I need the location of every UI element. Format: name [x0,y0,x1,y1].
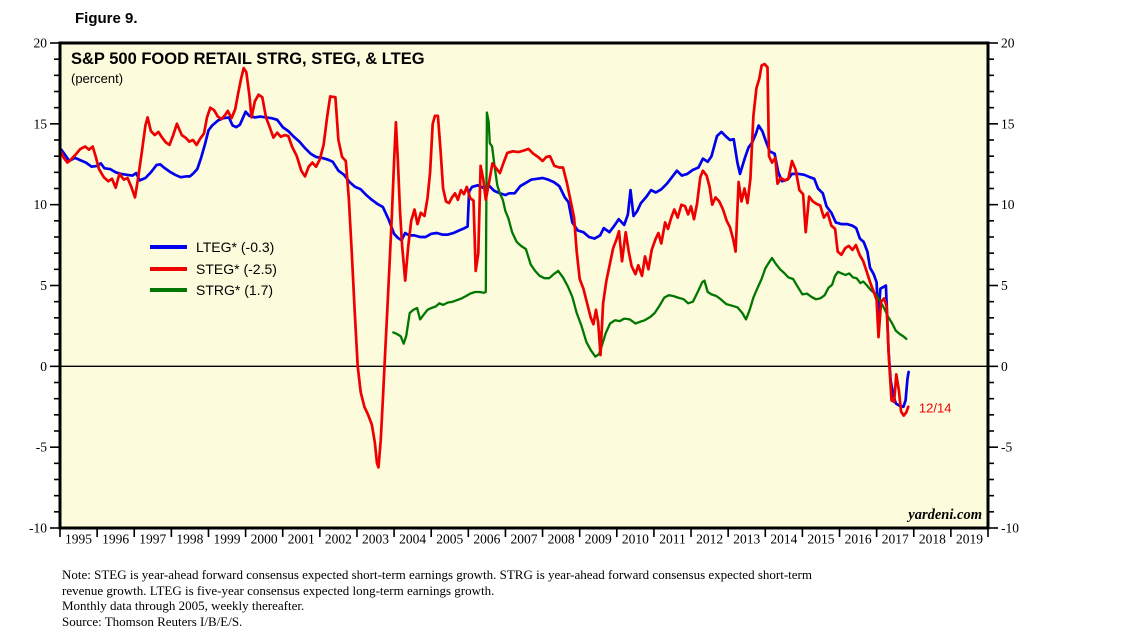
legend-item-strg: STRG* (1.7) [150,282,273,298]
y-tick-label-left: 5 [40,278,47,293]
footnotes: Note: STEG is year-ahead forward consens… [62,567,812,629]
chart-title: S&P 500 FOOD RETAIL STRG, STEG, & LTEG [71,50,425,68]
x-tick-label: 2012 [696,532,723,547]
legend-label-lteg: LTEG* (-0.3) [196,239,274,255]
series-line-lteg [60,110,910,409]
x-tick-label: 2013 [733,532,760,547]
y-tick-label-right: -5 [1001,440,1012,455]
y-tick-label-right: 0 [1001,359,1008,374]
y-tick-label-left: 20 [34,36,48,51]
y-tick-label-left: 15 [34,116,48,131]
y-tick-label-left: -10 [29,521,47,536]
x-tick-label: 2008 [548,532,575,547]
legend-label-strg: STRG* (1.7) [196,282,273,298]
y-tick-label-left: 10 [34,197,48,212]
footnote-line: revenue growth. LTEG is five-year consen… [62,582,495,598]
plot-frame [58,41,990,530]
x-tick-label: 2002 [325,532,352,547]
x-tick-label: 1997 [139,532,166,547]
footnote-line: Note: STEG is year-ahead forward consens… [62,567,812,582]
x-tick-label: 1999 [214,532,241,547]
x-tick-label: 2001 [288,532,315,547]
chart-canvas: 1995 1996 1997 1998 1999 2000 2001 2002 2003 2004… [29,36,1019,547]
y-tick-label-left: -5 [36,440,47,455]
y-tick-label-right: 10 [1001,197,1015,212]
x-tick-label: 2006 [473,532,500,547]
x-tick-label: 2014 [770,532,797,547]
y-tick-label-right: -10 [1001,521,1019,536]
series-line-strg [392,111,908,358]
x-tick-label: 2009 [585,532,612,547]
x-tick-label: 2016 [845,532,872,547]
y-tick-label-right: 20 [1001,36,1015,51]
watermark: yardeni.com [906,507,982,523]
y-tick-label-left: 0 [40,359,47,374]
x-tick-label: 2004 [399,532,426,547]
x-tick-label: 2003 [362,532,389,547]
x-tick-label: 1995 [65,532,92,547]
last-point-date-annotation: 12/14 [919,400,952,415]
footnote-line: Monthly data through 2005, weekly therea… [62,598,305,613]
series-lines [60,62,910,469]
x-tick-label: 2017 [882,532,909,547]
legend-item-steg: STEG* (-2.5) [150,261,277,277]
x-tick-label: 2005 [436,532,463,547]
y-tick-label-right: 5 [1001,278,1008,293]
x-tick-label: 1998 [176,532,203,547]
legend-item-lteg: LTEG* (-0.3) [150,239,274,255]
x-tick-label: 2007 [511,532,538,547]
y-tick-label-right: 15 [1001,116,1015,131]
x-tick-label: 2011 [659,532,686,547]
series-line-steg [60,62,910,469]
figure-label: Figure 9. [75,10,138,27]
footnote-line: Source: Thomson Reuters I/B/E/S. [62,613,243,629]
x-tick-label: 2015 [807,532,834,547]
x-tick-label: 1996 [102,532,129,547]
chart-subtitle: (percent) [71,71,123,86]
x-tick-label: 2019 [956,532,983,547]
legend: LTEG* (-0.3) STEG* (-2.5) STRG* (1.7) [150,239,277,298]
x-tick-label: 2000 [251,532,278,547]
x-tick-label: 2010 [622,532,649,547]
axes: 1995 1996 1997 1998 1999 2000 2001 2002 2003 2004… [29,36,1019,547]
legend-label-steg: STEG* (-2.5) [196,261,277,277]
x-tick-label: 2018 [919,532,946,547]
chart-container: 1995 1996 1997 1998 1999 2000 2001 2002 2003 2004… [29,36,1019,547]
